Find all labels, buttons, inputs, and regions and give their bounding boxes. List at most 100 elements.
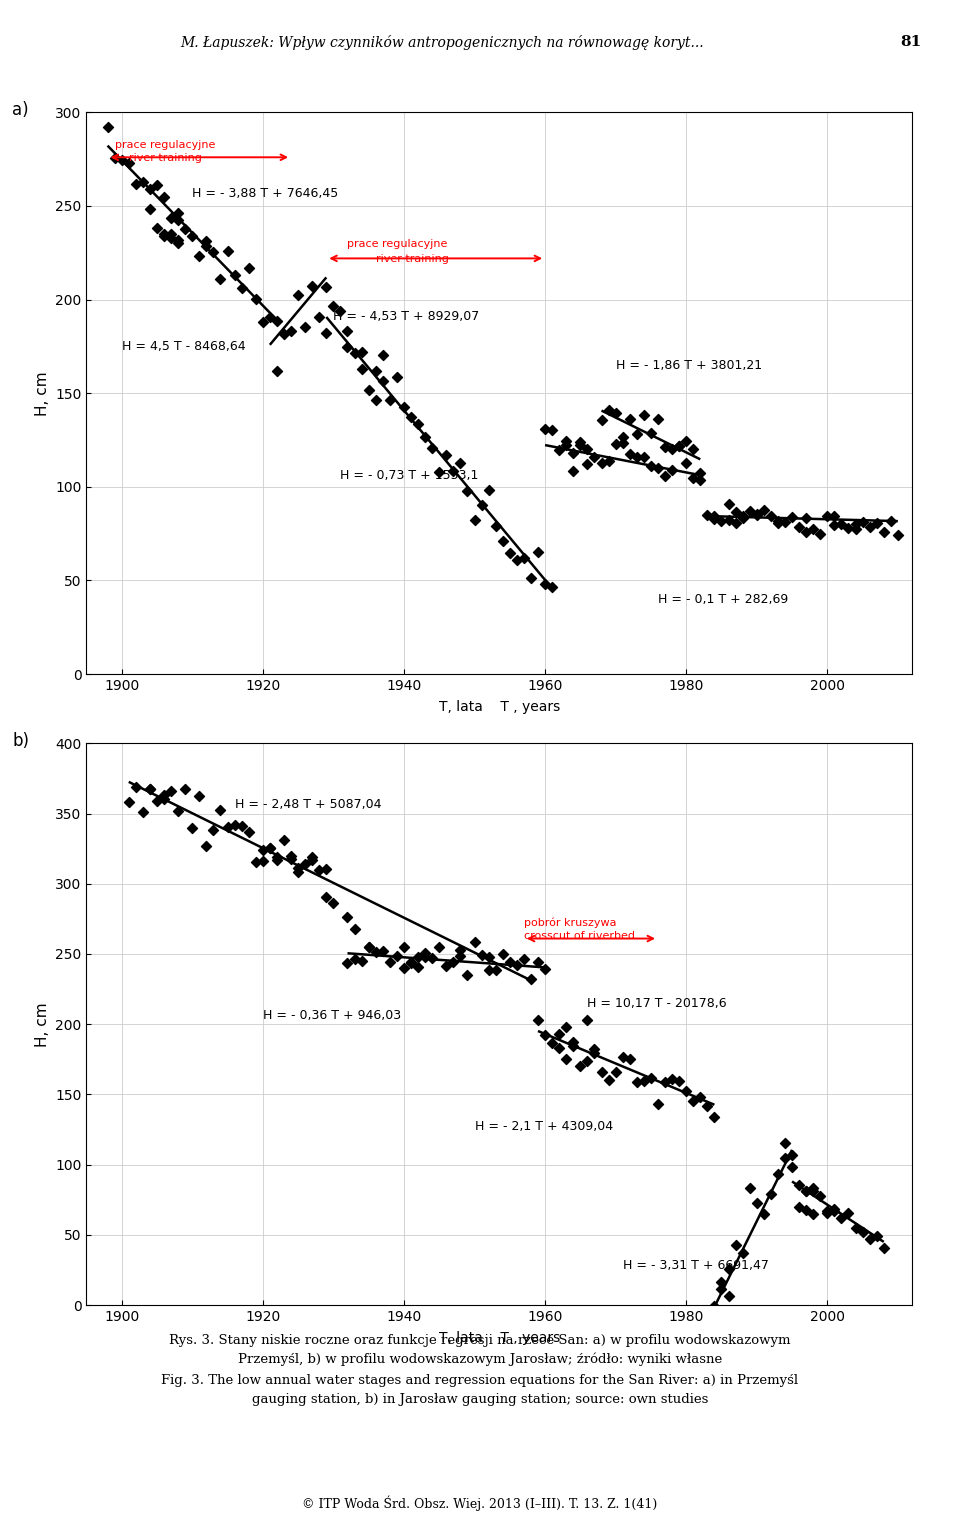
Point bbox=[559, 429, 574, 454]
Point bbox=[559, 1014, 574, 1039]
Point bbox=[291, 860, 306, 885]
Point bbox=[580, 436, 595, 460]
Point bbox=[742, 499, 757, 523]
Point bbox=[361, 934, 376, 959]
Point bbox=[453, 943, 468, 968]
Point bbox=[269, 308, 284, 332]
Point bbox=[354, 948, 370, 973]
Point bbox=[213, 266, 228, 291]
Point bbox=[805, 1202, 821, 1227]
Point bbox=[629, 445, 644, 469]
Point bbox=[192, 783, 207, 808]
Point bbox=[658, 1399, 673, 1424]
Point bbox=[474, 942, 490, 966]
Text: a): a) bbox=[12, 102, 29, 119]
Point bbox=[333, 299, 348, 323]
Point bbox=[587, 445, 602, 469]
Point bbox=[368, 359, 383, 383]
Point bbox=[721, 491, 736, 516]
Point bbox=[467, 508, 482, 532]
Point bbox=[128, 171, 143, 195]
Point bbox=[650, 1093, 665, 1117]
Point bbox=[241, 255, 256, 280]
Point bbox=[728, 500, 743, 525]
Point bbox=[495, 942, 511, 966]
Text: H = - 3,88 T + 7646,45: H = - 3,88 T + 7646,45 bbox=[192, 186, 339, 200]
Point bbox=[234, 814, 250, 839]
Point bbox=[608, 432, 623, 457]
Point bbox=[544, 1030, 560, 1054]
Point bbox=[685, 1340, 701, 1365]
Point bbox=[474, 492, 490, 517]
Point bbox=[418, 945, 433, 970]
Point bbox=[565, 440, 581, 465]
Point bbox=[629, 422, 644, 446]
Point bbox=[389, 365, 404, 389]
Point bbox=[227, 813, 242, 837]
Point bbox=[700, 1094, 715, 1119]
Point bbox=[551, 439, 566, 463]
Point bbox=[171, 231, 186, 255]
Point bbox=[283, 843, 299, 868]
Text: © ITP Woda Śrd. Obsz. Wiej. 2013 (I–III). T. 13. Z. 1(41): © ITP Woda Śrd. Obsz. Wiej. 2013 (I–III)… bbox=[302, 1496, 658, 1511]
Text: prace regulacyjne: prace regulacyjne bbox=[348, 239, 448, 249]
Point bbox=[538, 1023, 553, 1048]
Point bbox=[255, 837, 271, 862]
Point bbox=[812, 1183, 828, 1208]
Point bbox=[445, 459, 461, 483]
Point bbox=[347, 916, 362, 940]
Point bbox=[658, 463, 673, 488]
Point bbox=[876, 520, 892, 545]
Point bbox=[643, 420, 659, 445]
Point bbox=[439, 442, 454, 466]
Point bbox=[361, 934, 376, 959]
Point bbox=[855, 509, 871, 534]
Point bbox=[418, 425, 433, 449]
Point bbox=[714, 1270, 730, 1294]
Point bbox=[622, 442, 637, 466]
Point bbox=[692, 468, 708, 492]
Point bbox=[551, 1036, 566, 1060]
Point bbox=[389, 943, 404, 968]
Point bbox=[269, 845, 284, 870]
Text: Fig. 3. The low annual water stages and regression equations for the San River: : Fig. 3. The low annual water stages and … bbox=[161, 1374, 799, 1387]
Point bbox=[658, 434, 673, 459]
Point bbox=[820, 1199, 835, 1224]
Point bbox=[707, 1294, 722, 1319]
Point bbox=[820, 505, 835, 529]
Point bbox=[671, 434, 686, 459]
Text: prace regulacyjne: prace regulacyjne bbox=[114, 140, 215, 149]
Point bbox=[756, 499, 772, 523]
Point bbox=[601, 1068, 616, 1093]
Point bbox=[608, 400, 623, 425]
Point bbox=[276, 828, 292, 853]
Point bbox=[354, 340, 370, 365]
Point bbox=[622, 1047, 637, 1071]
Point bbox=[862, 1227, 877, 1251]
Point bbox=[516, 546, 532, 571]
Point bbox=[347, 342, 362, 366]
Point bbox=[220, 239, 235, 263]
Point bbox=[382, 950, 397, 974]
Point bbox=[325, 294, 341, 319]
Point bbox=[319, 885, 334, 910]
Point bbox=[763, 1182, 779, 1207]
Text: H = - 4,53 T + 8929,07: H = - 4,53 T + 8929,07 bbox=[333, 311, 480, 323]
Point bbox=[565, 1034, 581, 1059]
Point bbox=[340, 951, 355, 976]
Point bbox=[171, 228, 186, 252]
Point bbox=[142, 777, 157, 802]
Text: H = - 2,48 T + 5087,04: H = - 2,48 T + 5087,04 bbox=[234, 797, 381, 811]
Point bbox=[530, 1008, 545, 1033]
Point bbox=[721, 508, 736, 532]
Point bbox=[205, 817, 221, 842]
Point bbox=[799, 1179, 814, 1203]
Point bbox=[150, 788, 165, 813]
Point bbox=[580, 1048, 595, 1073]
Point bbox=[735, 505, 751, 529]
Point bbox=[770, 1162, 785, 1187]
Text: Rys. 3. Stany niskie roczne oraz funkcje regresji na rzece San: a) w profilu wod: Rys. 3. Stany niskie roczne oraz funkcje… bbox=[169, 1334, 791, 1347]
Point bbox=[538, 957, 553, 982]
Point bbox=[650, 406, 665, 431]
Point bbox=[340, 319, 355, 343]
